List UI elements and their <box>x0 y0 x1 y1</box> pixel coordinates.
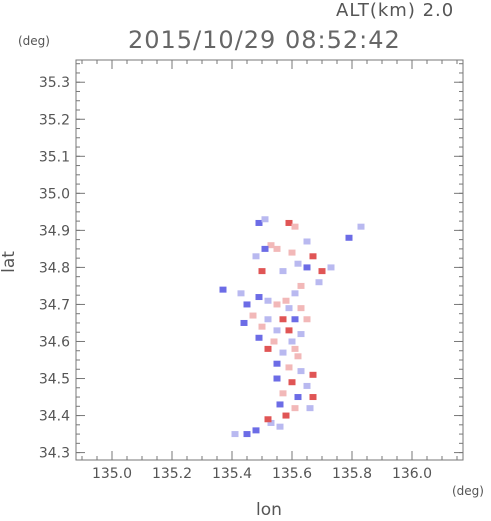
data-cell <box>261 245 269 252</box>
data-cell <box>297 305 305 312</box>
data-cell <box>309 253 317 260</box>
data-cell <box>258 268 266 275</box>
data-cell <box>291 316 299 323</box>
data-cell <box>282 297 290 304</box>
data-cell <box>264 416 272 423</box>
y-tick-label: 34.6 <box>39 334 70 350</box>
y-tick-label: 34.7 <box>39 297 70 313</box>
data-cell <box>270 338 278 345</box>
tick-marks <box>76 60 463 460</box>
data-cell <box>291 290 299 297</box>
data-cell <box>267 242 275 249</box>
data-cell <box>303 382 311 389</box>
data-cell <box>255 334 263 341</box>
y-tick-label: 34.4 <box>39 409 70 425</box>
data-cell <box>279 268 287 275</box>
data-cell <box>294 260 302 267</box>
data-cell <box>285 327 293 334</box>
data-cell <box>291 405 299 412</box>
data-cell <box>309 394 317 401</box>
data-cell <box>294 353 302 360</box>
x-tick-label: 135.4 <box>212 466 252 482</box>
data-cell <box>297 331 305 338</box>
y-tick-labels: 34.3 34.4 34.5 34.6 34.7 34.8 34.9 35.0 35.1 35.2… <box>39 75 70 461</box>
y-axis-unit: (deg) <box>18 34 50 48</box>
data-cell <box>276 401 284 408</box>
data-cell <box>273 360 281 367</box>
data-cell <box>288 249 296 256</box>
data-cell <box>285 364 293 371</box>
data-cell <box>357 223 365 230</box>
data-cell <box>303 316 311 323</box>
data-cell <box>243 431 251 438</box>
x-tick-label: 135.6 <box>272 466 312 482</box>
data-cell <box>261 216 269 223</box>
data-cell <box>288 338 296 345</box>
data-cell <box>327 264 335 271</box>
y-tick-label: 35.3 <box>39 75 70 91</box>
y-tick-label: 34.8 <box>39 260 70 276</box>
data-cell <box>255 219 263 226</box>
x-tick-label: 135.2 <box>152 466 192 482</box>
data-cell <box>264 316 272 323</box>
data-cell <box>279 316 287 323</box>
y-tick-label: 35.1 <box>39 149 70 165</box>
y-tick-label: 34.5 <box>39 372 70 388</box>
x-tick-label: 136.0 <box>392 466 432 482</box>
data-cell <box>252 253 260 260</box>
data-cell <box>294 394 302 401</box>
data-cell <box>297 282 305 289</box>
data-cell <box>273 301 281 308</box>
data-cell <box>243 301 251 308</box>
data-cell <box>315 279 323 286</box>
data-cell <box>273 327 281 334</box>
data-cell <box>219 286 227 293</box>
x-tick-label: 135.0 <box>92 466 132 482</box>
data-cell <box>267 419 275 426</box>
data-cell <box>240 319 248 326</box>
x-tick-labels: 135.0 135.2 135.4 135.6 135.8 136.0 <box>92 466 432 482</box>
data-cell <box>282 412 290 419</box>
data-cell <box>288 379 296 386</box>
data-cell <box>303 264 311 271</box>
altitude-label: ALT(km) 2.0 <box>336 0 455 21</box>
y-axis-label: lat <box>0 251 19 273</box>
data-cell <box>309 371 317 378</box>
data-cell <box>264 297 272 304</box>
data-cell <box>306 405 314 412</box>
data-cell <box>264 345 272 352</box>
timestamp-title: 2015/10/29 08:52:42 <box>128 26 401 54</box>
data-cells <box>219 216 365 438</box>
x-axis-unit: (deg) <box>452 484 484 498</box>
x-tick-label: 135.8 <box>332 466 372 482</box>
data-cell <box>345 234 353 241</box>
data-cell <box>252 427 260 434</box>
data-cell <box>276 423 284 430</box>
data-cell <box>237 290 245 297</box>
data-cell <box>318 268 326 275</box>
x-axis-label: lon <box>256 500 282 520</box>
plot-frame <box>75 59 464 461</box>
data-cell <box>279 390 287 397</box>
data-cell <box>231 431 239 438</box>
data-cell <box>273 375 281 382</box>
y-tick-label: 35.0 <box>39 186 70 202</box>
y-tick-label: 34.3 <box>39 446 70 462</box>
data-cell <box>303 238 311 245</box>
data-cell <box>279 349 287 356</box>
data-cell <box>249 312 257 319</box>
y-tick-label: 34.9 <box>39 223 70 239</box>
data-cell <box>285 219 293 226</box>
data-cell <box>273 245 281 252</box>
y-tick-label: 35.2 <box>39 112 70 128</box>
data-cell <box>291 223 299 230</box>
data-cell <box>258 323 266 330</box>
data-cell <box>297 368 305 375</box>
data-cell <box>255 294 263 301</box>
data-cell <box>291 345 299 352</box>
data-cell <box>285 305 293 312</box>
